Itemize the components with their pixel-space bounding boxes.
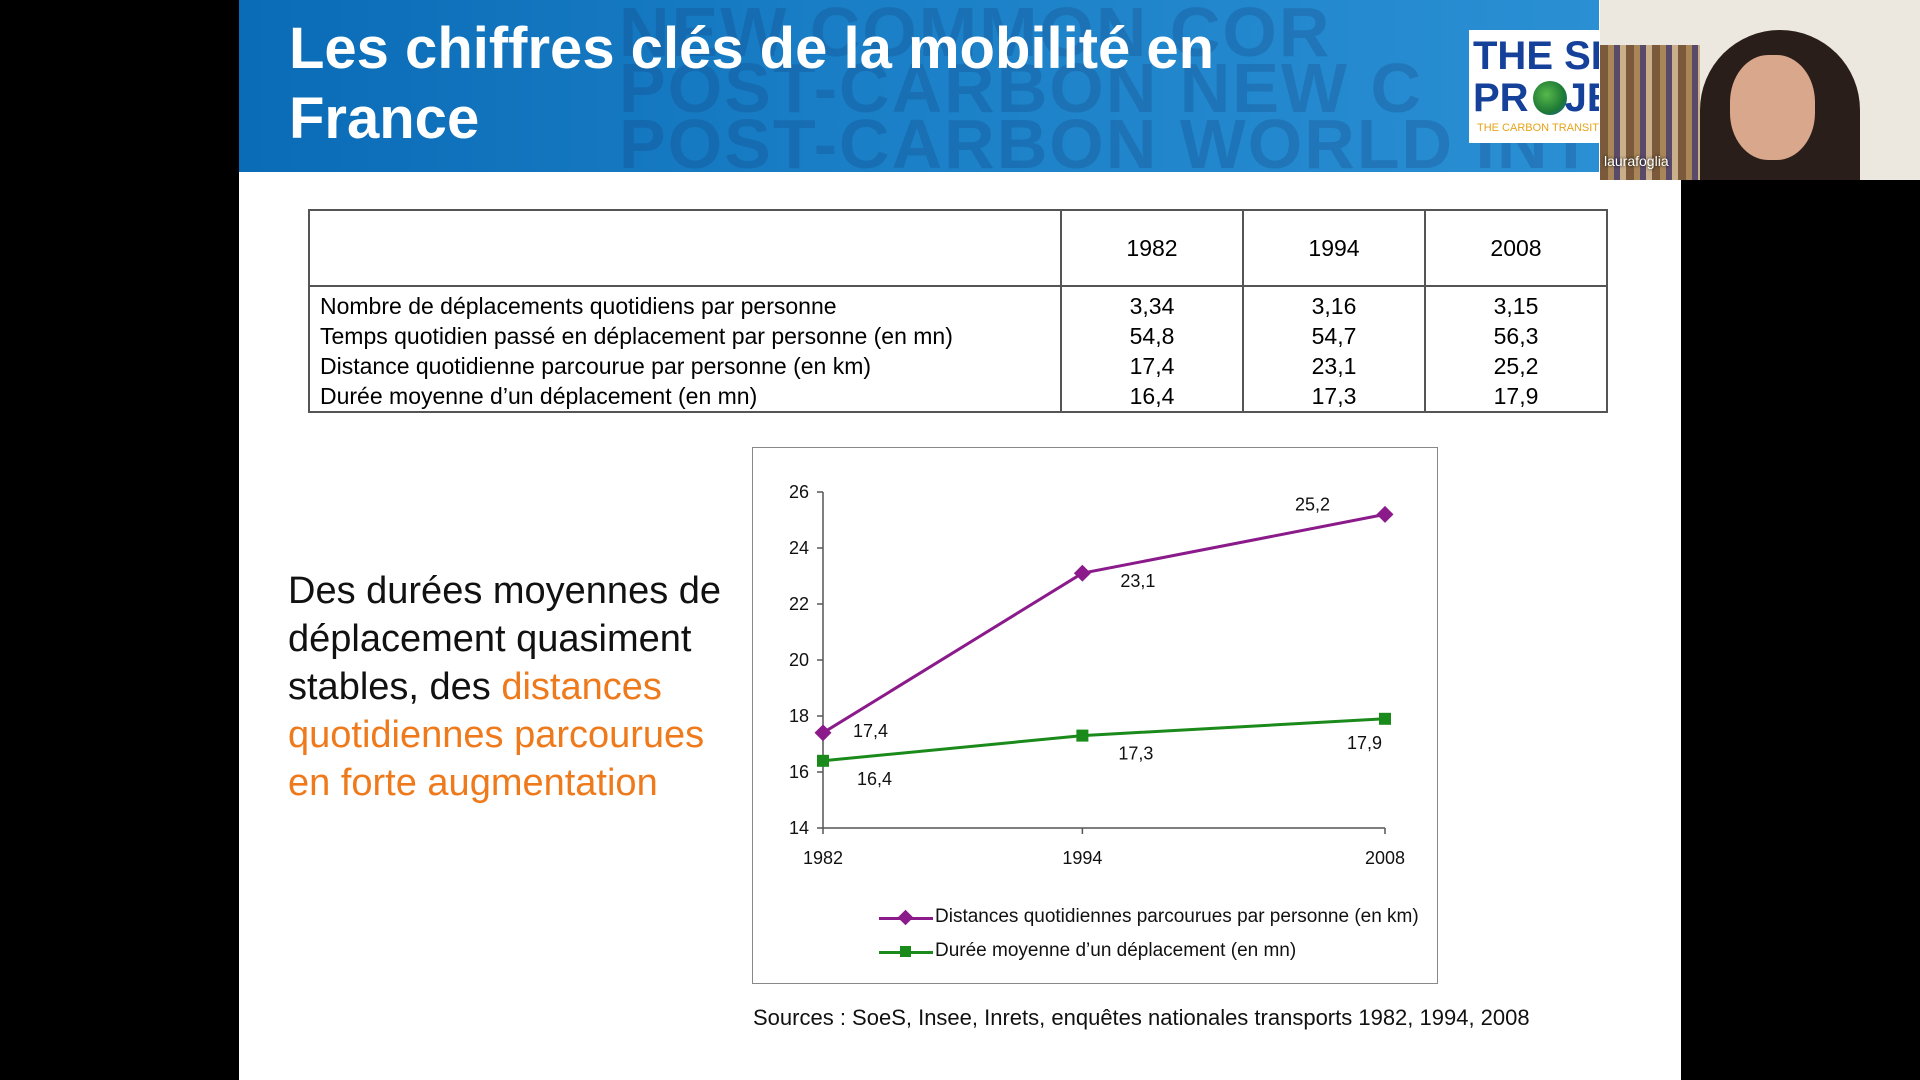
data-point-diamond	[814, 724, 832, 742]
table-cell: 3,15	[1424, 286, 1608, 321]
table-cell: 23,1	[1242, 351, 1426, 381]
shift-project-logo: THE SHI PRJE THE CARBON TRANSITION T	[1469, 30, 1599, 143]
data-point-square	[1379, 712, 1391, 725]
slide: NEW COMMON COR POST-CARBON NEW C POST-CA…	[239, 0, 1681, 1080]
participant-face	[1730, 55, 1815, 160]
table-row: Distance quotidienne parcourue par perso…	[308, 351, 1608, 381]
bookshelf	[1600, 45, 1700, 180]
banner-watermark: NEW COMMON COR POST-CARBON NEW C POST-CA…	[619, 0, 1599, 172]
table-row: Nombre de déplacements quotidiens par pe…	[308, 286, 1608, 321]
globe-icon	[1533, 81, 1567, 115]
data-point-diamond	[1376, 505, 1394, 523]
y-tick-label: 24	[789, 538, 809, 558]
table-cell: 3,16	[1242, 286, 1426, 321]
table-cell: 3,34	[1060, 286, 1244, 321]
x-tick-label: 1994	[1062, 848, 1102, 868]
table-year-header: 1994	[1242, 209, 1426, 287]
slide-title-line-2: France	[289, 86, 480, 151]
data-label: 17,3	[1118, 744, 1153, 764]
y-tick-label: 18	[789, 706, 809, 726]
table-cell: 17,9	[1424, 381, 1608, 413]
x-tick-label: 1982	[803, 848, 843, 868]
x-tick-label: 2008	[1365, 848, 1405, 868]
table-cell: 17,3	[1242, 381, 1426, 413]
slide-title: Les chiffres clés de la mobilité en Fran…	[289, 14, 1369, 154]
table-cell: 17,4	[1060, 351, 1244, 381]
y-tick-label: 14	[789, 818, 809, 838]
table-header-row: 1982 1994 2008	[308, 209, 1608, 287]
slide-title-line-1: Les chiffres clés de la mobilité en	[289, 16, 1215, 81]
table-year-header: 2008	[1424, 209, 1608, 287]
data-label: 17,9	[1347, 733, 1382, 753]
sources-note: Sources : SoeS, Insee, Inrets, enquêtes …	[753, 1005, 1530, 1030]
data-label: 17,4	[853, 721, 888, 741]
table-row-label: Nombre de déplacements quotidiens par pe…	[308, 286, 1062, 321]
y-tick-label: 20	[789, 650, 809, 670]
logo-line-2: PRJE	[1473, 76, 1599, 120]
legend-label: Distances quotidiennes parcourues par pe…	[935, 906, 1419, 927]
legend-label: Durée moyenne d’un déplacement (en mn)	[935, 940, 1297, 961]
table-cell: 54,7	[1242, 321, 1426, 351]
participant-name: laurafoglia	[1604, 153, 1669, 169]
table-corner-cell	[308, 209, 1062, 287]
table-row-label: Durée moyenne d’un déplacement (en mn)	[308, 381, 1062, 413]
data-point-square	[1076, 729, 1089, 742]
key-message: Des durées moyennes de déplacement quasi…	[288, 567, 738, 807]
y-tick-label: 16	[789, 762, 809, 782]
key-message-highlight: distances quotidiennes parcourues en for…	[288, 666, 705, 804]
series-line	[822, 717, 1386, 763]
square-marker-icon	[900, 946, 911, 957]
mobility-table: 1982 1994 2008 Nombre de déplacements qu…	[308, 209, 1608, 413]
series-line	[822, 512, 1386, 735]
table-row-label: Distance quotidienne parcourue par perso…	[308, 351, 1062, 381]
data-point-diamond	[1073, 564, 1091, 582]
table-cell: 54,8	[1060, 321, 1244, 351]
title-banner: NEW COMMON COR POST-CARBON NEW C POST-CA…	[239, 0, 1599, 172]
logo-tagline: THE CARBON TRANSITION T	[1477, 122, 1599, 134]
table-year-header: 1982	[1060, 209, 1244, 287]
chart-canvas: 14 16 18 20 22 24 26 1982 1994 2008 17,4 23,1 25,2 16…	[789, 482, 1405, 868]
data-label: 23,1	[1120, 571, 1155, 591]
table-cell: 16,4	[1060, 381, 1244, 413]
table-cell: 56,3	[1424, 321, 1608, 351]
logo-line-1: THE SHI	[1473, 34, 1599, 78]
diamond-marker-icon	[897, 909, 914, 926]
key-message-black: Des durées moyennes de déplacement quasi…	[288, 570, 722, 708]
table-row: Temps quotidien passé en déplacement par…	[308, 321, 1608, 351]
line-chart: 14 16 18 20 22 24 26 1982 1994 2008 17,4 23,1 25,2 16…	[752, 447, 1438, 984]
table-row-label: Temps quotidien passé en déplacement par…	[308, 321, 1062, 351]
data-label: 25,2	[1295, 494, 1330, 514]
y-tick-label: 22	[789, 594, 809, 614]
table-row: Durée moyenne d’un déplacement (en mn) 1…	[308, 381, 1608, 413]
y-tick-label: 26	[789, 482, 809, 502]
data-point-square	[817, 754, 829, 767]
webcam-tile[interactable]: laurafoglia	[1600, 0, 1920, 180]
data-label: 16,4	[857, 769, 892, 789]
table-cell: 25,2	[1424, 351, 1608, 381]
